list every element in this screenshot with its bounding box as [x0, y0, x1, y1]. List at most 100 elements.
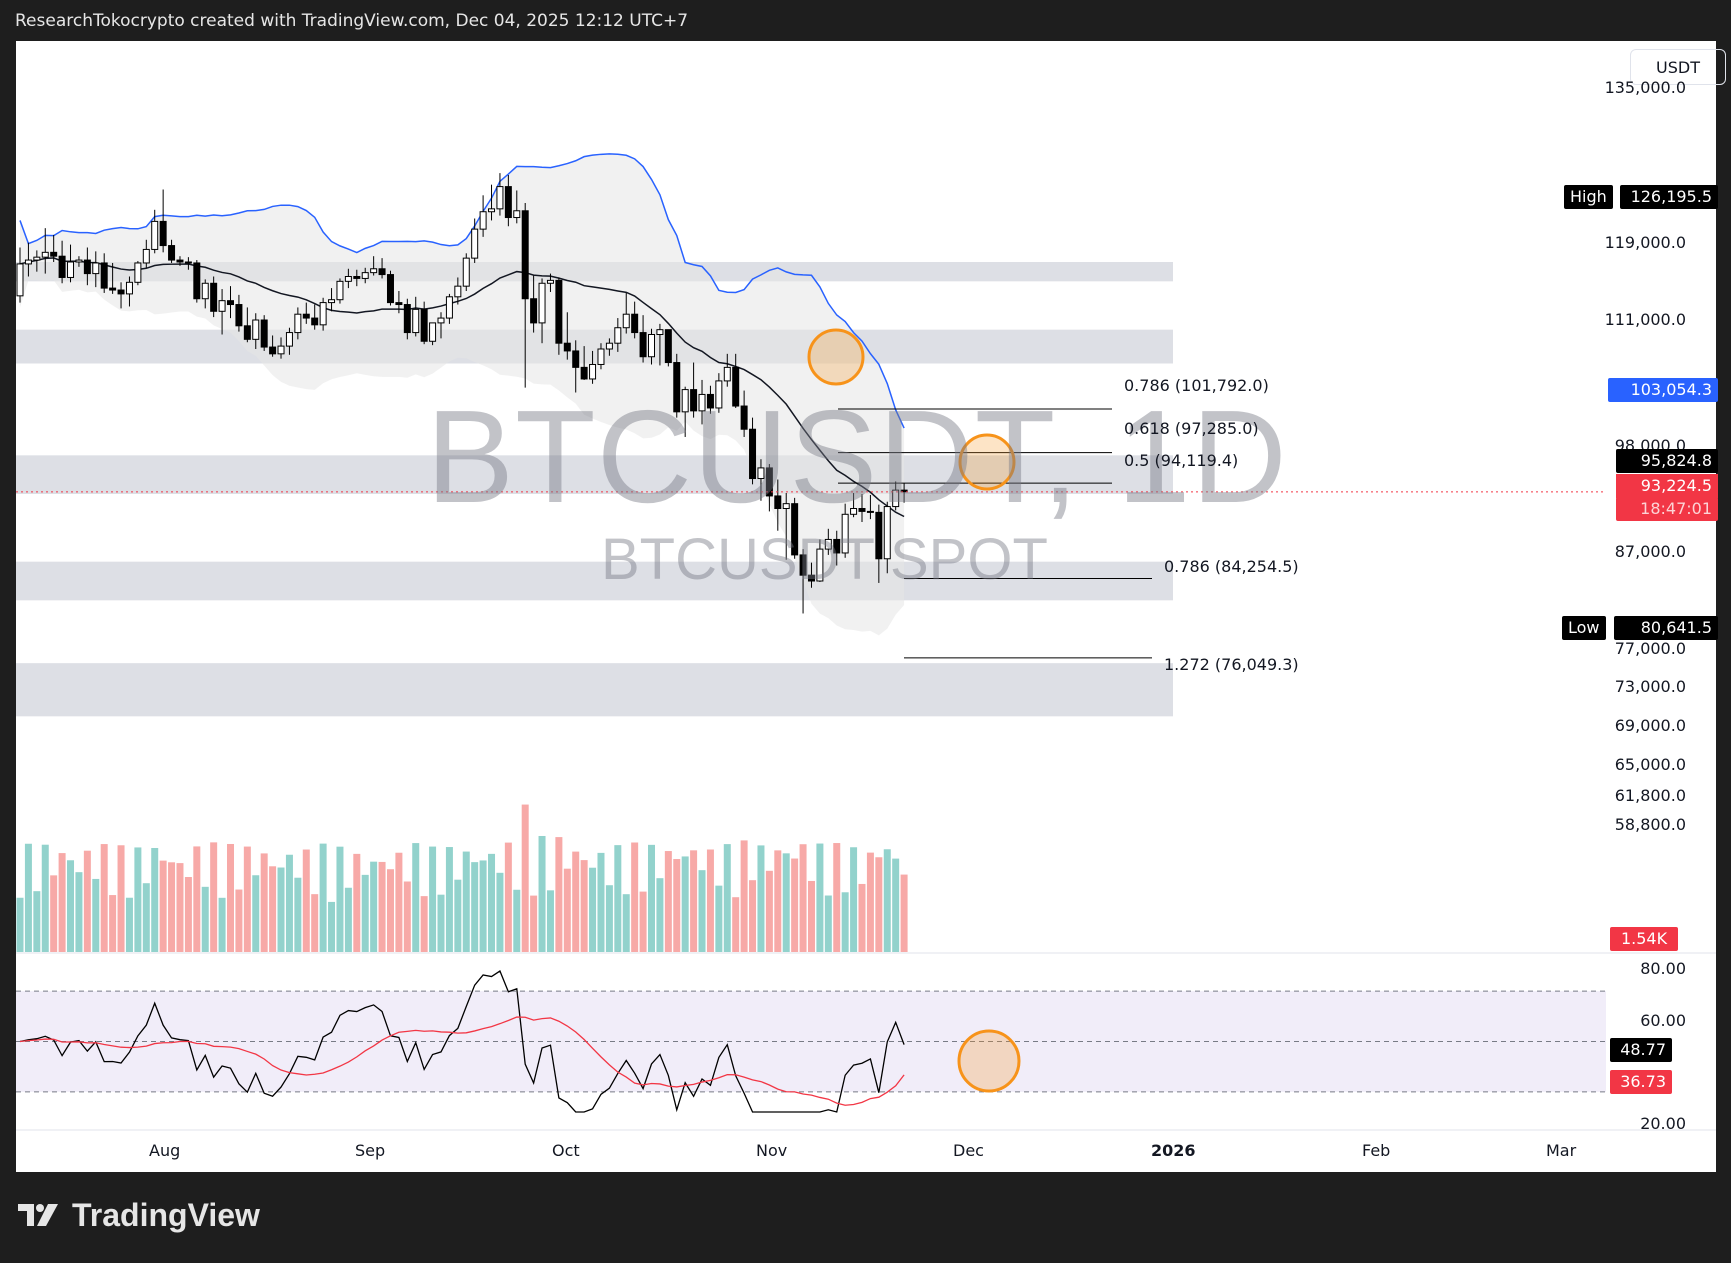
candle: [125, 281, 133, 295]
time-label-dec: Dec: [953, 1141, 984, 1160]
symbol-watermark: BTCUSDT, 1D: [426, 383, 1288, 530]
candle: [546, 279, 554, 284]
volume-bar: [715, 885, 723, 952]
low-tag-label: Low: [1562, 616, 1606, 640]
fib-label-0618: 0.618 (97,285.0): [1124, 419, 1259, 438]
price-axis-label: 65,000.0: [1614, 754, 1686, 774]
highlight-circle: [958, 433, 1016, 491]
volume-bar: [782, 853, 790, 952]
candle: [218, 300, 226, 312]
volume-bar: [892, 858, 900, 952]
candle: [58, 255, 66, 278]
candle: [521, 210, 529, 300]
time-label-mar: Mar: [1546, 1141, 1577, 1160]
volume-bar: [631, 842, 639, 952]
volume-bar: [681, 856, 689, 952]
volume-bar: [597, 852, 605, 952]
candle: [471, 228, 479, 259]
volume-bar: [479, 860, 487, 952]
candle: [824, 538, 832, 550]
candle: [109, 287, 117, 291]
volume-bar: [883, 849, 891, 952]
candle: [488, 208, 496, 213]
candle: [690, 389, 698, 412]
candle: [555, 279, 563, 344]
candle: [605, 342, 613, 350]
volume-bar: [302, 849, 310, 952]
candle: [33, 256, 41, 261]
volume-bar: [344, 887, 352, 952]
volume-bar: [589, 867, 597, 952]
candle: [353, 276, 361, 279]
volume-bar: [824, 895, 832, 952]
candle: [370, 268, 378, 274]
candle: [631, 313, 639, 334]
candle: [841, 513, 849, 554]
volume-bar: [723, 844, 731, 952]
volume-bar: [572, 851, 580, 952]
chart-panel[interactable]: BTCUSDT, 1D BTCUSDT SPOT USDT 135,000.0 1…: [16, 41, 1726, 1172]
price-axis-label: 58,800.0: [1614, 814, 1686, 834]
candle: [395, 302, 403, 306]
volume-bar: [294, 877, 302, 952]
volume-bar: [109, 895, 117, 952]
volume-bar: [125, 897, 133, 952]
exchange-watermark: BTCUSDT SPOT: [601, 527, 1048, 592]
volume-bar: [614, 845, 622, 952]
volume-bar: [50, 875, 58, 952]
volume-bar: [353, 853, 361, 952]
volume-bar: [807, 880, 815, 952]
volume-bar: [269, 866, 277, 952]
zone-rect: [16, 561, 1173, 601]
tradingview-logo: TradingView: [18, 1192, 260, 1238]
volume-bar: [429, 846, 437, 952]
candle: [597, 348, 605, 365]
volume-bar: [664, 851, 672, 952]
candle: [243, 325, 251, 340]
volume-bar: [732, 897, 740, 952]
rsi-axis-20: 20.00: [1640, 1114, 1686, 1133]
candle: [858, 508, 866, 512]
volume-bar: [841, 892, 849, 952]
candle: [732, 366, 740, 407]
volume-bar: [311, 894, 319, 952]
volume-bar: [648, 844, 655, 952]
candle: [83, 259, 91, 275]
candle: [193, 262, 201, 300]
volume-bar: [58, 853, 66, 952]
volume-bar: [159, 860, 167, 952]
volume-bar: [24, 843, 32, 952]
candle: [479, 211, 487, 230]
time-label-sep: Sep: [355, 1141, 386, 1160]
chart-canvas[interactable]: [16, 41, 1716, 1172]
volume-bar: [16, 897, 24, 952]
candle: [386, 274, 394, 304]
volume-bar: [319, 843, 327, 952]
candle: [639, 332, 647, 358]
volume-bar: [791, 858, 799, 952]
candle: [235, 304, 243, 327]
candle: [580, 366, 588, 380]
candle: [41, 251, 49, 258]
time-label-oct: Oct: [552, 1141, 580, 1160]
price-axis-label: 61,800.0: [1614, 785, 1686, 805]
currency-selector[interactable]: USDT: [1630, 49, 1726, 85]
rsi-ma-line: [19, 1016, 905, 1106]
candle: [572, 350, 580, 368]
fib-label-0786-lower: 0.786 (84,254.5): [1164, 557, 1299, 576]
band-fill: [20, 153, 905, 636]
volume-bar: [858, 883, 866, 952]
price-axis-label: 73,000.0: [1614, 677, 1686, 697]
candle: [319, 302, 327, 326]
price-axis-label: 119,000.0: [1604, 232, 1686, 252]
candle: [900, 489, 908, 493]
candle: [100, 262, 108, 289]
upper-band-tag: 103,054.3: [1608, 378, 1718, 402]
volume-bar: [757, 845, 765, 952]
candle: [496, 186, 504, 210]
candle: [816, 548, 824, 582]
candle: [866, 510, 874, 513]
rsi-axis-60: 60.00: [1640, 1011, 1686, 1030]
volume-bar: [496, 872, 504, 952]
volume-bar: [235, 889, 243, 952]
